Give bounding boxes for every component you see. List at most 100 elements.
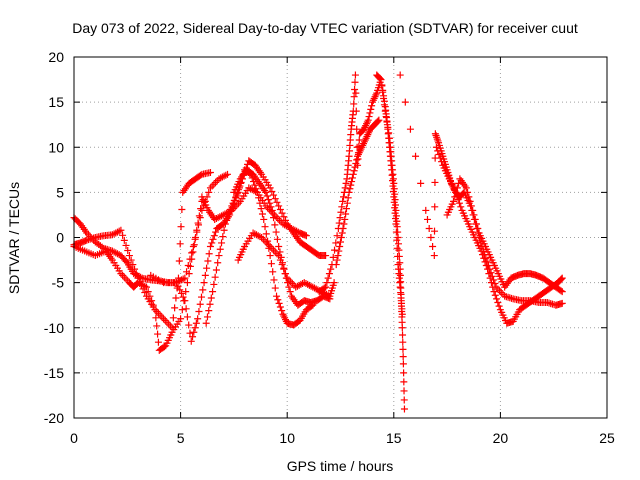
data-point (185, 270, 193, 278)
data-point (399, 345, 407, 353)
data-point (203, 264, 211, 272)
data-point (294, 228, 302, 236)
data-point (378, 82, 386, 90)
data-point (119, 231, 127, 239)
x-tick-label: 0 (70, 430, 78, 446)
data-point (367, 105, 375, 113)
data-point (117, 226, 125, 234)
data-point (345, 188, 353, 196)
data-point (557, 287, 565, 295)
data-point (273, 198, 281, 206)
data-point (172, 294, 180, 302)
data-point (366, 109, 374, 117)
data-point (449, 197, 457, 205)
y-tick-label: -5 (52, 275, 65, 291)
data-point (384, 123, 392, 131)
data-point (174, 274, 182, 282)
data-point (235, 184, 243, 192)
data-point (176, 240, 184, 248)
data-point (342, 205, 350, 213)
data-point (470, 211, 478, 219)
data-point (452, 188, 460, 196)
data-point (179, 293, 187, 301)
data-point (331, 246, 339, 254)
data-point (189, 248, 197, 256)
data-point (271, 195, 279, 203)
data-point (347, 181, 355, 189)
data-point (270, 276, 278, 284)
data-point (160, 343, 168, 351)
data-point (185, 321, 193, 329)
data-point (397, 284, 405, 292)
data-point (154, 338, 162, 346)
x-tick-label: 10 (279, 430, 295, 446)
data-point (182, 305, 190, 313)
data-point (141, 282, 149, 290)
series-track-6 (230, 166, 334, 309)
data-point (286, 288, 294, 296)
data-point (188, 249, 196, 257)
data-point (324, 274, 332, 282)
data-point (271, 284, 279, 292)
data-point (125, 252, 133, 260)
data-point (323, 279, 331, 287)
data-point (350, 100, 358, 108)
data-point (194, 315, 202, 323)
data-point (210, 280, 218, 288)
data-point (169, 314, 177, 322)
data-point (491, 280, 499, 288)
data-point (142, 283, 150, 291)
data-point (467, 202, 475, 210)
data-point (223, 216, 231, 224)
data-point (119, 271, 127, 279)
data-point (178, 206, 186, 214)
data-point (263, 192, 271, 200)
y-tick-labels: -20 -15 -10 -5 0 5 10 15 20 (44, 49, 64, 426)
data-point (396, 71, 404, 79)
data-point (376, 75, 384, 83)
data-point (320, 284, 328, 292)
data-point (302, 232, 310, 240)
data-point (262, 230, 270, 238)
data-point (153, 308, 161, 316)
data-point (348, 174, 356, 182)
data-point (273, 235, 281, 243)
data-point (205, 188, 213, 196)
data-point (190, 328, 198, 336)
data-point (161, 317, 169, 325)
data-point (266, 184, 274, 192)
data-point (474, 224, 482, 232)
data-point (209, 288, 217, 296)
data-point (270, 191, 278, 199)
data-point (336, 243, 344, 251)
series-track-12 (396, 71, 566, 309)
data-point (395, 252, 403, 260)
data-point (397, 278, 405, 286)
x-tick-label: 5 (177, 430, 185, 446)
data-point (352, 107, 360, 115)
y-tick-label: 0 (56, 230, 64, 246)
data-point (339, 224, 347, 232)
data-point (335, 219, 343, 227)
data-point (122, 241, 130, 249)
data-point (340, 220, 348, 228)
data-series (70, 71, 566, 413)
data-point (471, 215, 479, 223)
data-point (325, 270, 333, 278)
data-point (273, 292, 281, 300)
data-point (464, 188, 472, 196)
data-point (267, 207, 275, 215)
data-point (214, 259, 222, 267)
data-point (160, 315, 168, 323)
y-tick-label: 10 (48, 139, 64, 155)
data-point (381, 107, 389, 115)
data-point (275, 243, 283, 251)
data-point (206, 300, 214, 308)
data-point (351, 85, 359, 93)
data-point (339, 197, 347, 205)
data-point (332, 239, 340, 247)
data-point (401, 98, 409, 106)
data-point (285, 283, 293, 291)
data-point (374, 117, 382, 125)
